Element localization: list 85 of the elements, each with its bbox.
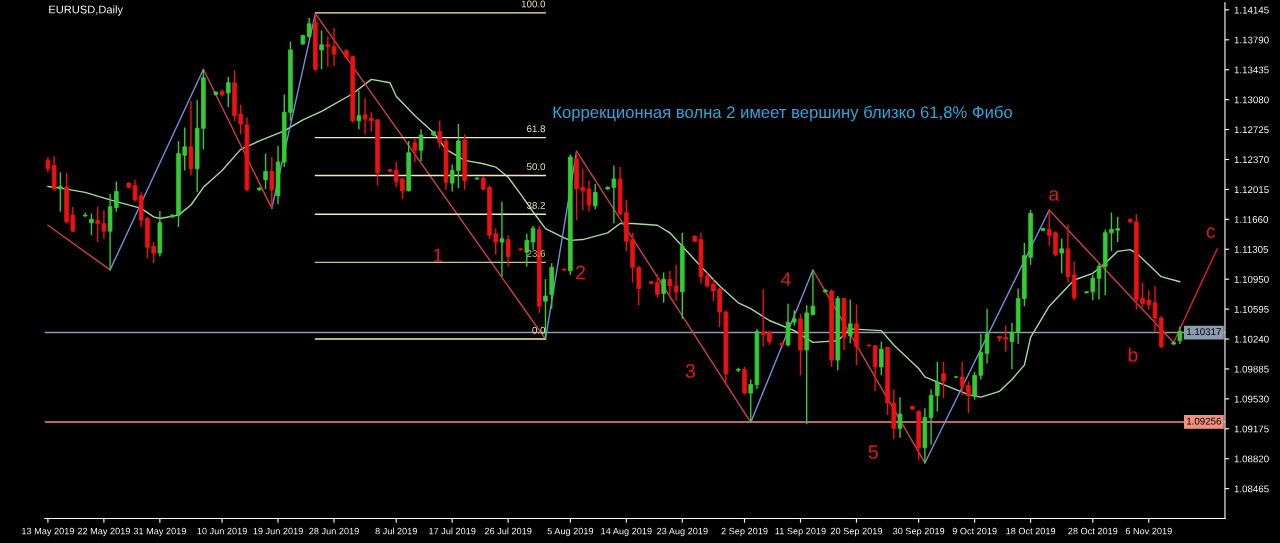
candlestick (941, 361, 946, 399)
y-tick-label: 1.13435 (1234, 66, 1269, 74)
y-tick-label: 1.10240 (1234, 335, 1269, 343)
y-tick-label: 1.11660 (1234, 216, 1269, 223)
y-tick-label: 1.08465 (1234, 485, 1269, 493)
candlestick (188, 100, 194, 177)
x-tick-label: 26 Jul 2019 (484, 527, 532, 535)
x-tick-label: 9 Oct 2019 (952, 527, 997, 535)
annotation: 4 (780, 272, 791, 286)
candlestick (984, 307, 990, 365)
series-label: 100.0 (521, 0, 546, 8)
candlestick (505, 234, 511, 268)
candlestick (263, 152, 268, 190)
x-tick-label: 28 Oct 2019 (1068, 527, 1118, 535)
x-tick-label: 28 Jun 2019 (309, 527, 359, 535)
candlestick (51, 155, 57, 192)
candlestick (412, 137, 418, 163)
y-tick-label: 1.09175 (1234, 425, 1269, 433)
y-tick-label: 1.10595 (1234, 305, 1269, 313)
candlestick (661, 271, 666, 304)
series-label: 61.8 (527, 125, 546, 133)
candlestick (530, 225, 536, 251)
x-tick-label: 11 Sep 2019 (775, 527, 826, 537)
annotation: Коррекционная волна 2 имеет вершину близко 61,8% Фибо (553, 105, 1012, 122)
x-tick-label: 31 May 2019 (133, 527, 186, 537)
x-tick-label: 5 Aug 2019 (547, 527, 594, 537)
x-tick-label: 13 May 2019 (22, 527, 74, 537)
x-tick-label: 19 Jun 2019 (253, 527, 303, 535)
line-series (47, 78, 1181, 398)
candlestick (673, 264, 679, 302)
candlestick (667, 270, 673, 297)
y-tick-label: 1.12370 (1234, 156, 1269, 164)
y-tick-label: 1.10950 (1234, 275, 1269, 283)
annotation: b (1128, 347, 1138, 362)
candlestick (854, 303, 859, 366)
x-tick-label: 17 Jul 2019 (429, 527, 476, 535)
candlestick (356, 89, 362, 130)
candlestick (1071, 260, 1077, 301)
x-tick-label: 30 Sep 2019 (893, 527, 945, 537)
candlestick (269, 156, 275, 210)
candlestick (1009, 322, 1015, 371)
series-label: 50.0 (526, 163, 546, 171)
candlestick (1059, 238, 1064, 274)
chart-title: EURUSD,Daily (49, 5, 124, 16)
y-tick-label: 1.12015 (1234, 186, 1269, 194)
candlestick (742, 366, 747, 396)
candlestick (592, 183, 598, 210)
annotation: 3 (685, 364, 695, 378)
x-tick-label: 8 Jul 2019 (375, 527, 417, 535)
annotation: a (1049, 190, 1060, 201)
annotation: c (1206, 227, 1216, 238)
annotation: 1 (433, 248, 443, 263)
candlestick (319, 29, 324, 70)
y-tick-label: 1.13790 (1234, 36, 1269, 44)
x-tick-label: 20 Sep 2019 (830, 527, 883, 537)
x-tick-label: 23 Aug 2019 (657, 527, 708, 537)
candlestick (866, 344, 872, 348)
y-tick-label: 1.11305 (1234, 245, 1269, 253)
y-tick-label: 1.08820 (1234, 455, 1269, 463)
y-tick-label: 1.13080 (1234, 96, 1269, 104)
annotation: 5 (868, 445, 878, 459)
y-tick-label: 1.14145 (1234, 6, 1269, 14)
x-tick-label: 2 Sep 2019 (721, 527, 768, 537)
candlestick (847, 298, 853, 344)
x-tick-label: 22 May 2019 (77, 527, 130, 537)
y-tick-label: 1.09885 (1234, 365, 1269, 373)
x-tick-label: 6 Nov 2019 (1125, 527, 1172, 535)
y-tick-label: 1.12725 (1234, 126, 1269, 134)
candlestick (879, 340, 884, 376)
candlestick (418, 128, 424, 162)
candlestick (872, 344, 878, 392)
candlestick (89, 212, 94, 237)
candlestick (306, 17, 312, 39)
candlestick (225, 76, 231, 108)
y-tick-label: 1.09530 (1234, 395, 1269, 403)
candlestick (58, 171, 63, 213)
candlestick (897, 396, 903, 439)
candlestick (499, 200, 505, 278)
x-tick-label: 14 Aug 2019 (601, 527, 652, 537)
x-tick-label: 10 Jun 2019 (197, 527, 247, 535)
annotation: 2 (576, 265, 586, 280)
ref-line-label: 1.10317 (1187, 328, 1221, 336)
candlestick (543, 278, 548, 340)
x-tick-label: 18 Oct 2019 (1006, 527, 1056, 535)
ref-line-label: 1.09256 (1187, 417, 1221, 425)
